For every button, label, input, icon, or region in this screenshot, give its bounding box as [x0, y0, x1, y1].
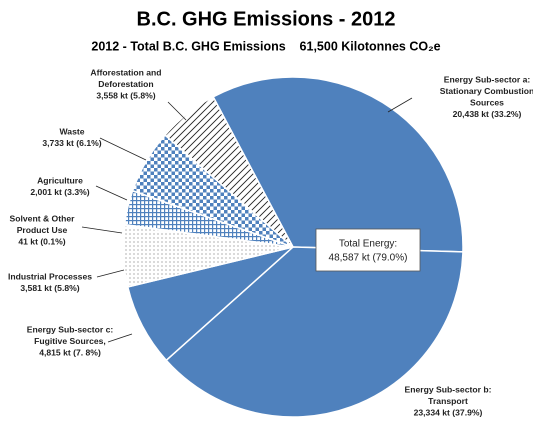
value-label: 3,581 kt (5.8%): [20, 283, 79, 293]
value-label: 23,334 kt (37.9%): [414, 407, 483, 417]
slice-label: Deforestation: [98, 79, 153, 89]
pie-slice: [163, 95, 294, 248]
leader-line: [107, 333, 133, 343]
slice-label: Industrial Processes: [8, 271, 92, 281]
leader-line: [387, 97, 413, 113]
leader-line: [99, 137, 147, 161]
slice-label: Energy Sub-sector a:: [444, 74, 531, 84]
annotation-text: Total Energy:: [339, 239, 397, 250]
slice-label: Stationary Combustion: [440, 86, 533, 96]
slice-label: Waste: [60, 126, 85, 136]
slice-label: Product Use: [17, 225, 68, 235]
slice-label: Agriculture: [37, 175, 83, 185]
leader-line: [96, 269, 125, 278]
leader-line: [95, 185, 128, 201]
pie-slice: [212, 76, 464, 253]
slice-label: Sources: [470, 97, 504, 107]
slice-label: Energy Sub-sector c:: [27, 324, 114, 334]
pie-slice: [165, 246, 464, 418]
value-label: 41 kt (0.1%): [18, 236, 65, 246]
slice-label: Solvent & Other: [10, 213, 76, 223]
value-label: 3,558 kt (5.8%): [96, 90, 155, 100]
value-label: 4,815 kt (7. 8%): [39, 347, 101, 357]
chart-subtitle: 2012 - Total B.C. GHG Emissions 61,500 K…: [91, 39, 440, 53]
leader-line: [167, 101, 187, 121]
value-label: 2,001 kt (3.3%): [30, 187, 89, 197]
value-label: 3,733 kt (6.1%): [42, 138, 101, 148]
slice-label: Transport: [428, 396, 468, 406]
value-label: 20,438 kt (33.2%): [453, 109, 522, 119]
chart-title: B.C. GHG Emissions - 2012: [137, 8, 396, 30]
slice-label: Energy Sub-sector b:: [405, 384, 492, 394]
leader-line: [81, 226, 123, 234]
slice-label: Afforestation and: [90, 67, 161, 77]
slice-label: Fugitive Sources,: [34, 336, 106, 346]
annotation-text: 48,587 kt (79.0%): [329, 253, 408, 264]
annotation-box: [315, 228, 421, 272]
